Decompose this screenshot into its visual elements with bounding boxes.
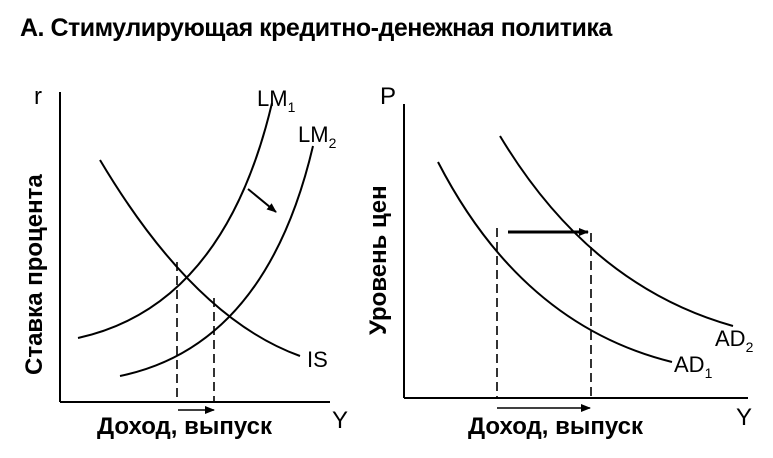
- lm2-label: LM2: [298, 122, 337, 151]
- lm1-label: LM1: [257, 86, 296, 115]
- ad1-curve: [437, 161, 673, 363]
- ad2-label: AD2: [715, 326, 754, 355]
- right-x-axis-label: Доход, выпуск: [468, 413, 644, 440]
- figure-title: А. Стимулирующая кредитно-денежная полит…: [20, 14, 612, 42]
- ad2-curve: [499, 135, 734, 327]
- ad1-label: AD1: [674, 352, 713, 381]
- is-label: IS: [307, 347, 328, 372]
- ad-panel: P Y Уровень цен Доход, выпуск AD1 AD2: [365, 83, 754, 440]
- right-y-axis-label: Уровень цен: [365, 185, 392, 335]
- left-y-axis-label: Ставка процента: [21, 174, 48, 375]
- lm2-curve: [119, 145, 314, 377]
- is-curve: [99, 159, 301, 357]
- right-y-axis-symbol: P: [380, 83, 396, 110]
- lm-shift-arrow: [247, 188, 277, 213]
- left-x-axis-label: Доход, выпуск: [97, 413, 273, 440]
- left-y-axis-symbol: r: [34, 83, 42, 110]
- lm1-curve: [77, 102, 273, 339]
- islm-panel: r Y Ставка процента Доход, выпуск LM1 LM…: [21, 83, 348, 440]
- right-x-axis-symbol: Y: [736, 404, 752, 431]
- left-x-axis-symbol: Y: [332, 407, 348, 434]
